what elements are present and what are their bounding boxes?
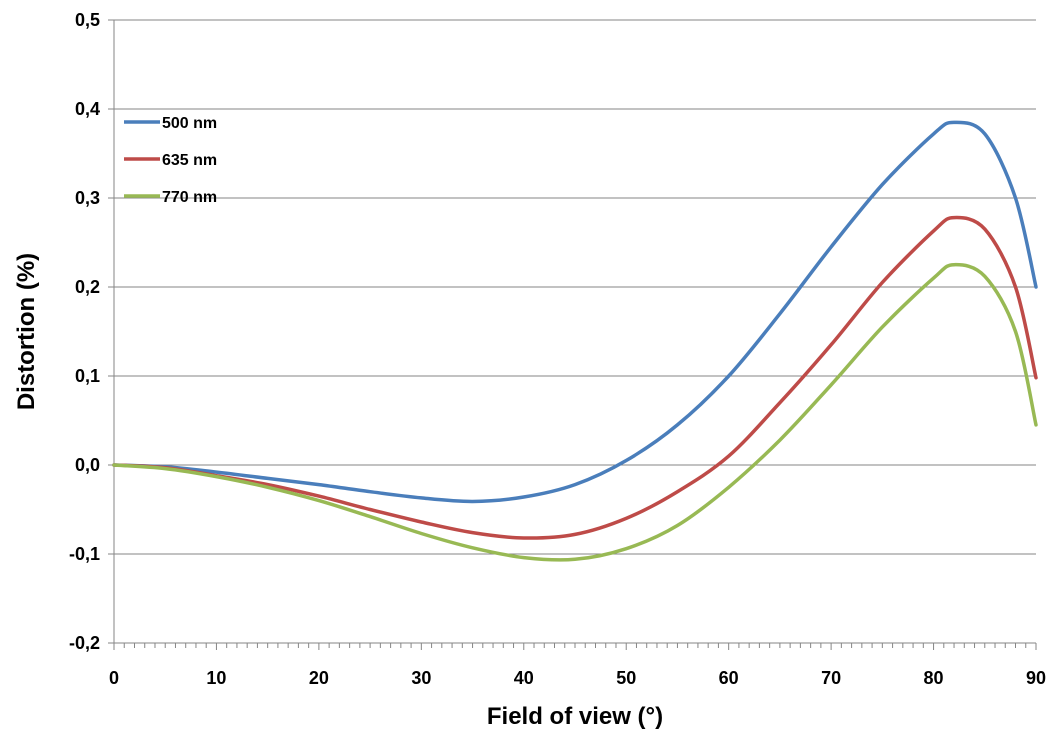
- y-tick-label: 0,4: [75, 99, 100, 119]
- legend-label-2: 770 nm: [162, 189, 217, 206]
- x-tick-label: 70: [821, 668, 841, 688]
- x-tick-label: 0: [109, 668, 119, 688]
- x-tick-label: 10: [206, 668, 226, 688]
- y-tick-label: 0,2: [75, 277, 100, 297]
- series-line-0: [112, 120, 1038, 504]
- y-tick-label: 0,3: [75, 188, 100, 208]
- grid-lines: [114, 19, 1036, 555]
- legend-label-0: 500 nm: [162, 115, 217, 132]
- y-tick-label: 0,5: [75, 10, 100, 30]
- y-tick-label: 0,0: [75, 455, 100, 475]
- series-line-2: [112, 262, 1038, 562]
- y-tick-label: 0,1: [75, 366, 100, 386]
- x-tick-label: 80: [924, 668, 944, 688]
- y-tick-label: -0,1: [69, 544, 100, 564]
- legend-label-1: 635 nm: [162, 152, 217, 169]
- ticks: [108, 19, 1037, 650]
- legend: 500 nm 635 nm 770 nm: [124, 115, 217, 206]
- x-axis-title: Field of view (°): [487, 703, 663, 730]
- x-tick-label: 60: [719, 668, 739, 688]
- x-tick-label: 20: [309, 668, 329, 688]
- axes: [113, 20, 1036, 644]
- y-tick-label: -0,2: [69, 633, 100, 653]
- x-tick-labels: 0 10 20 30 40 50 60 70 80 90: [109, 668, 1046, 688]
- x-tick-label: 30: [411, 668, 431, 688]
- series-lines: [112, 120, 1038, 562]
- y-tick-labels: -0,2 -0,1 0,0 0,1 0,2 0,3 0,4 0,5: [69, 10, 100, 653]
- series-line-1: [112, 215, 1038, 540]
- x-tick-label: 40: [514, 668, 534, 688]
- x-tick-label: 50: [616, 668, 636, 688]
- y-axis-title: Distortion (%): [13, 253, 40, 410]
- x-tick-label: 90: [1026, 668, 1046, 688]
